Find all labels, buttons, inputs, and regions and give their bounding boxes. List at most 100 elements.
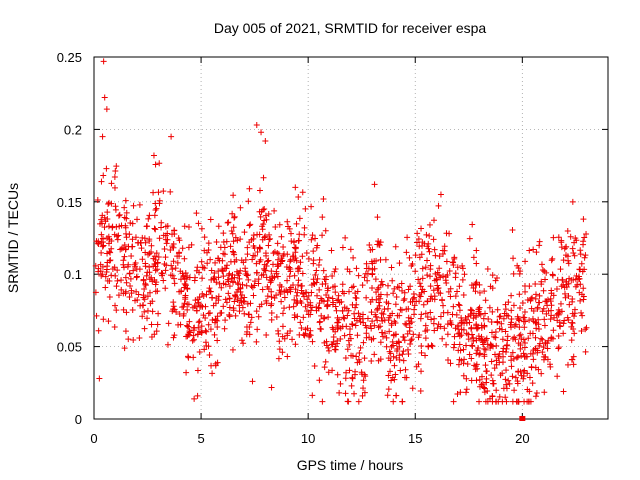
- data-point: [133, 288, 140, 295]
- data-point: [114, 277, 121, 284]
- data-point: [361, 371, 368, 378]
- data-point: [181, 280, 188, 287]
- data-point: [107, 257, 114, 264]
- data-point: [325, 285, 332, 292]
- data-point: [571, 252, 578, 259]
- data-point: [510, 255, 517, 262]
- data-point: [554, 276, 561, 283]
- data-point: [360, 339, 367, 346]
- data-point: [205, 310, 212, 317]
- data-point: [246, 323, 253, 330]
- data-point: [309, 338, 316, 345]
- data-point: [342, 375, 349, 382]
- data-point: [477, 311, 484, 318]
- data-point: [493, 342, 500, 349]
- data-point: [123, 279, 130, 286]
- data-point: [220, 273, 227, 280]
- data-point: [320, 267, 327, 274]
- data-point: [334, 371, 341, 378]
- data-point: [114, 267, 121, 274]
- data-point: [361, 274, 368, 281]
- data-point: [323, 292, 330, 299]
- data-point: [456, 341, 463, 348]
- data-point: [149, 298, 156, 305]
- data-point: [304, 296, 311, 303]
- data-point: [130, 202, 137, 209]
- data-point: [128, 252, 135, 259]
- data-point: [562, 252, 569, 259]
- data-point: [215, 274, 222, 281]
- data-point: [437, 191, 444, 198]
- data-point: [502, 394, 509, 401]
- data-point: [261, 206, 268, 213]
- data-point: [225, 219, 232, 226]
- data-point: [245, 276, 252, 283]
- data-point: [140, 302, 147, 309]
- data-point: [470, 315, 477, 322]
- data-point: [500, 353, 507, 360]
- data-point: [529, 350, 536, 357]
- data-point: [127, 282, 134, 289]
- data-point: [334, 340, 341, 347]
- data-point: [494, 306, 501, 313]
- data-point: [261, 267, 268, 274]
- data-point: [249, 378, 256, 385]
- data-point: [231, 251, 238, 258]
- data-point: [563, 278, 570, 285]
- data-point: [509, 227, 516, 234]
- data-point: [434, 282, 441, 289]
- data-point: [241, 294, 248, 301]
- data-point: [295, 237, 302, 244]
- data-point: [418, 342, 425, 349]
- data-point: [121, 204, 128, 211]
- data-point: [417, 283, 424, 290]
- data-point: [521, 308, 528, 315]
- data-point: [479, 381, 486, 387]
- data-point: [190, 332, 197, 339]
- data-point: [262, 250, 269, 257]
- data-point: [371, 258, 378, 265]
- data-point: [505, 312, 512, 319]
- data-point: [184, 323, 191, 330]
- data-point: [271, 207, 278, 214]
- data-point: [451, 333, 458, 340]
- data-point: [509, 349, 516, 356]
- data-point: [539, 336, 546, 343]
- y-tick-label: 0: [75, 412, 82, 427]
- data-point: [325, 347, 332, 354]
- data-point: [301, 293, 308, 300]
- data-point: [291, 272, 298, 279]
- data-point: [167, 247, 174, 254]
- data-point: [489, 272, 496, 279]
- data-point: [472, 363, 479, 370]
- x-tick-label: 0: [90, 431, 97, 446]
- data-point: [406, 254, 413, 261]
- data-point: [578, 328, 585, 335]
- data-point: [190, 327, 197, 334]
- data-point: [393, 354, 400, 361]
- data-point: [152, 263, 159, 270]
- data-point: [265, 257, 272, 264]
- data-point: [426, 221, 433, 228]
- data-point: [491, 365, 498, 372]
- data-point: [216, 280, 223, 287]
- data-point: [251, 278, 258, 285]
- data-point: [418, 289, 425, 296]
- data-point: [229, 271, 236, 278]
- data-point: [322, 276, 329, 283]
- data-point: [218, 284, 225, 291]
- data-point: [336, 389, 343, 396]
- data-point: [566, 275, 573, 282]
- data-point: [192, 297, 199, 304]
- data-point: [196, 318, 203, 325]
- data-point: [374, 317, 381, 324]
- data-point: [113, 223, 120, 230]
- data-point: [536, 238, 543, 245]
- data-point: [226, 304, 233, 311]
- data-point: [421, 288, 428, 295]
- data-point: [578, 291, 585, 298]
- data-point: [133, 274, 140, 281]
- data-point: [146, 264, 153, 271]
- data-point: [463, 342, 470, 349]
- data-point: [555, 344, 562, 351]
